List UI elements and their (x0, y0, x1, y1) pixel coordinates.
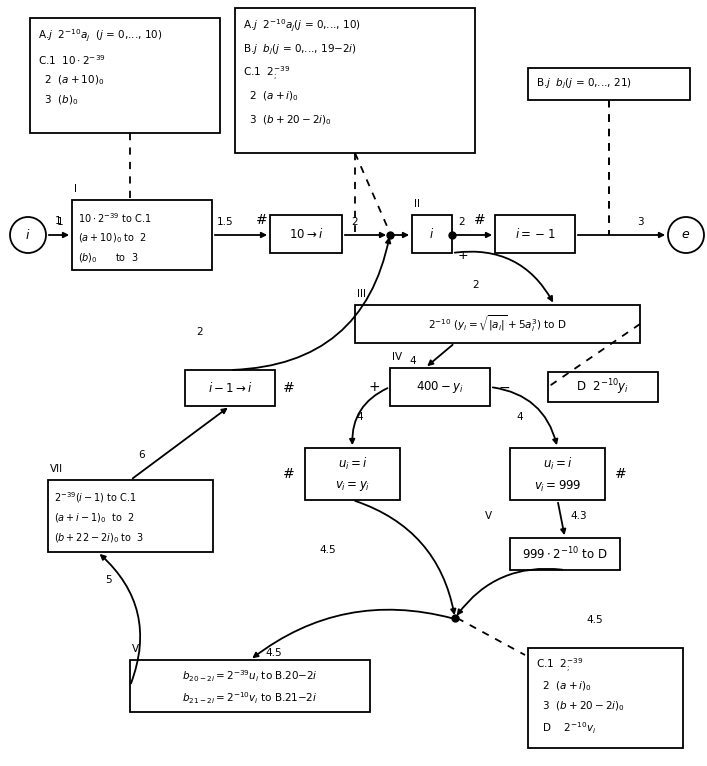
Text: $(b)_0$      to  3: $(b)_0$ to 3 (78, 251, 139, 265)
Text: $10\cdot2^{-39}$ to C.1: $10\cdot2^{-39}$ to C.1 (78, 211, 151, 225)
Bar (528, 68, 690, 100)
Text: VI: VI (132, 644, 142, 654)
Text: #: # (284, 467, 295, 481)
Text: C.1  $2^{-39}_{;}$: C.1 $2^{-39}_{;}$ (243, 65, 291, 83)
Text: 2: 2 (351, 217, 358, 227)
Text: 4: 4 (409, 356, 416, 366)
Text: 3  $(b+20-2i)_0$: 3 $(b+20-2i)_0$ (536, 699, 625, 713)
Bar (185, 370, 275, 406)
Text: $(b+22-2i)_0$ to  3: $(b+22-2i)_0$ to 3 (54, 531, 144, 545)
Text: B.$j$  $b_j$($j$ = 0,..., 19$-$2$i$): B.$j$ $b_j$($j$ = 0,..., 19$-$2$i$) (243, 43, 357, 57)
Text: +: + (458, 249, 469, 262)
Text: $2^{-10}$ ($y_i = \sqrt{|a_i|} + 5a_i^3$) to D: $2^{-10}$ ($y_i = \sqrt{|a_i|} + 5a_i^3$… (428, 314, 567, 334)
Bar (305, 448, 400, 500)
Text: D    $2^{-10}v_i$: D $2^{-10}v_i$ (536, 720, 596, 736)
Bar (355, 305, 640, 343)
Text: $-$: $-$ (498, 380, 510, 394)
Text: D  $2^{-10}y_i$: D $2^{-10}y_i$ (576, 377, 629, 397)
Text: IV: IV (392, 352, 402, 362)
Bar (495, 215, 575, 253)
Text: 6: 6 (139, 450, 145, 460)
Bar (510, 538, 620, 570)
Text: A.$j$  $2^{-10}a_j$  ($j$ = 0,..., 10): A.$j$ $2^{-10}a_j$ ($j$ = 0,..., 10) (38, 28, 163, 44)
Bar (390, 368, 490, 406)
Text: $(a+i-1)_0$  to  2: $(a+i-1)_0$ to 2 (54, 511, 134, 525)
Text: 4: 4 (517, 412, 523, 422)
Bar (30, 18, 220, 133)
Bar (130, 660, 370, 712)
Bar (235, 8, 475, 153)
Text: 4: 4 (357, 412, 363, 422)
Text: #: # (615, 467, 626, 481)
Bar (270, 215, 342, 253)
Text: 3  $(b)_0$: 3 $(b)_0$ (38, 93, 78, 106)
Text: #: # (283, 381, 295, 395)
Text: I: I (74, 184, 77, 194)
Text: 4.5: 4.5 (587, 615, 603, 625)
Text: 3: 3 (637, 217, 643, 227)
Text: 2  $(a+10)_0$: 2 $(a+10)_0$ (38, 74, 105, 87)
Text: VII: VII (50, 464, 63, 474)
Text: B.$j$  $b_j$($j$ = 0,..., 21): B.$j$ $b_j$($j$ = 0,..., 21) (536, 77, 632, 91)
Text: V: V (485, 511, 492, 521)
Text: $400-y_i$: $400-y_i$ (416, 379, 464, 395)
Text: C.1  $10\cdot2^{-39}$: C.1 $10\cdot2^{-39}$ (38, 53, 106, 67)
Text: 2: 2 (197, 327, 204, 337)
Bar (48, 480, 213, 552)
Text: 2  $(a+i)_0$: 2 $(a+i)_0$ (243, 89, 299, 103)
Text: 1: 1 (57, 217, 64, 227)
Text: $e$: $e$ (682, 228, 691, 241)
Bar (528, 648, 683, 748)
Text: $b_{20-2i} = 2^{-39}u_i$ to B.20$-$2$i$: $b_{20-2i} = 2^{-39}u_i$ to B.20$-$2$i$ (182, 668, 318, 684)
Bar (510, 448, 605, 500)
Text: 3  $(b+20-2i)_0$: 3 $(b+20-2i)_0$ (243, 113, 332, 127)
Text: 5: 5 (105, 575, 111, 585)
Bar (412, 215, 452, 253)
Bar (72, 200, 212, 270)
Text: III: III (357, 289, 366, 299)
Text: $v_i = 999$: $v_i = 999$ (534, 479, 581, 493)
Text: $i = -1$: $i = -1$ (515, 227, 555, 241)
Text: $u_i = i$: $u_i = i$ (543, 456, 573, 472)
Text: $b_{21-2i} = 2^{-10}v_i$ to B.21$-$2$i$: $b_{21-2i} = 2^{-10}v_i$ to B.21$-$2$i$ (182, 690, 317, 705)
Text: 2  $(a+i)_0$: 2 $(a+i)_0$ (536, 679, 592, 692)
Text: $(a+10)_0$ to  2: $(a+10)_0$ to 2 (78, 231, 147, 245)
Text: 4.5: 4.5 (265, 648, 281, 658)
Text: C.1  $2^{-39}_{;}$: C.1 $2^{-39}_{;}$ (536, 657, 583, 675)
Text: $2^{-39}(i-1)$ to C.1: $2^{-39}(i-1)$ to C.1 (54, 490, 136, 506)
Text: $i$: $i$ (429, 227, 435, 241)
Text: #: # (256, 213, 268, 227)
Text: $i-1\rightarrow i$: $i-1\rightarrow i$ (208, 381, 252, 395)
Text: $v_i = y_i$: $v_i = y_i$ (335, 479, 370, 493)
Text: +: + (368, 380, 380, 394)
Text: II: II (414, 199, 420, 209)
Text: $i$: $i$ (25, 228, 30, 242)
Text: 4.3: 4.3 (570, 511, 587, 521)
Bar (548, 372, 658, 402)
Text: $u_i = i$: $u_i = i$ (338, 456, 368, 472)
Text: $10\rightarrow i$: $10\rightarrow i$ (288, 227, 323, 241)
Text: A.$j$  $2^{-10}a_j$($j$ = 0,..., 10): A.$j$ $2^{-10}a_j$($j$ = 0,..., 10) (243, 18, 361, 34)
Text: 1.5: 1.5 (216, 217, 233, 227)
Text: 1: 1 (54, 216, 62, 226)
Text: 4.5: 4.5 (319, 545, 336, 555)
Text: #: # (474, 213, 486, 227)
Text: 2: 2 (472, 280, 479, 290)
Text: $999\cdot2^{-10}$ to D: $999\cdot2^{-10}$ to D (522, 545, 608, 562)
Text: 2: 2 (458, 217, 464, 227)
